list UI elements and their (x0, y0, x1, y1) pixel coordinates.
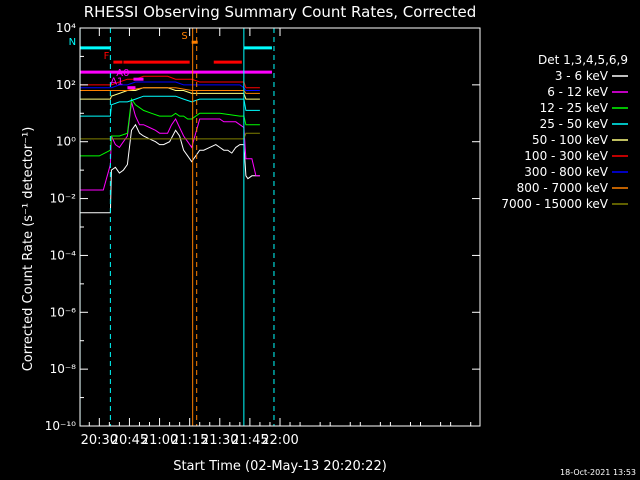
legend-label-300-800-kev: 300 - 800 keV (524, 165, 608, 179)
y-tick-label: 10⁻² (50, 192, 77, 206)
x-tick-label: 21:45 (231, 433, 268, 448)
series-line-3-6-kev (80, 123, 260, 214)
chart-title: RHESSI Observing Summary Count Rates, Co… (84, 3, 477, 21)
x-tick-label: 21:00 (141, 433, 178, 448)
series-line-7000-15000-kev (80, 132, 260, 140)
legend-label-100-300-kev: 100 - 300 keV (524, 149, 608, 163)
x-axis-label: Start Time (02-May-13 20:20:22) (173, 459, 387, 474)
flag-label-n: N (69, 37, 76, 48)
series-line-12-25-kev (80, 97, 260, 157)
y-tick-label: 10⁻⁶ (50, 305, 77, 319)
y-tick-label: 10⁻¹⁰ (45, 419, 76, 433)
flag-label-f: F (104, 51, 110, 62)
y-tick-label: 10⁰ (56, 135, 76, 149)
flag-label-a0: A0 (116, 68, 129, 79)
series-line-800-7000-kev (80, 87, 260, 94)
flag-label-a1: A1 (110, 77, 123, 88)
y-tick-label: 10⁴ (56, 21, 76, 35)
axis-layer: 10⁴ 10² 10⁰ 10⁻² 10⁻⁴ 10⁻⁶ 10⁻⁸ 10⁻¹⁰ 20:3020:45… (45, 21, 480, 448)
series-line-100-300-kev (80, 75, 260, 89)
legend-label-25-50-kev: 25 - 50 keV (540, 117, 609, 131)
y-tick-label: 10² (56, 78, 76, 92)
series-layer (80, 75, 260, 214)
series-line-50-100-kev (80, 87, 260, 100)
legend-label-3-6-kev: 3 - 6 keV (555, 69, 609, 83)
footer-timestamp: 18-Oct-2021 13:53 (560, 468, 636, 477)
x-tick-label: 21:15 (171, 433, 208, 448)
legend-label-50-100-kev: 50 - 100 keV (532, 133, 609, 147)
x-tick-label: 20:30 (81, 433, 118, 448)
series-line-6-12-kev (80, 101, 260, 191)
legend-label-800-7000-kev: 800 - 7000 keV (517, 181, 609, 195)
y-tick-label: 10⁻⁸ (50, 362, 77, 376)
x-tick-label: 22:00 (261, 433, 298, 448)
legend-label-7000-15000-kev: 7000 - 15000 keV (501, 197, 608, 211)
legend: 3 - 6 keV 6 - 12 keV 12 - 25 keV 25 - 50 ke… (501, 69, 628, 211)
legend-label-6-12-kev: 6 - 12 keV (547, 85, 609, 99)
flag-label-s: S (181, 31, 187, 42)
legend-label-12-25-kev: 12 - 25 keV (540, 101, 609, 115)
series-line-300-800-kev (80, 81, 260, 91)
series-line-25-50-kev (80, 95, 260, 117)
x-tick-label: 20:45 (111, 433, 148, 448)
x-tick-label: 21:30 (201, 433, 238, 448)
y-axis-label: Corrected Count Rate (s⁻¹ detector⁻¹) (21, 127, 36, 372)
legend-title: Det 1,3,4,5,6,9 (538, 53, 628, 67)
plot-frame (79, 27, 481, 427)
y-tick-label: 10⁻⁴ (50, 248, 77, 262)
